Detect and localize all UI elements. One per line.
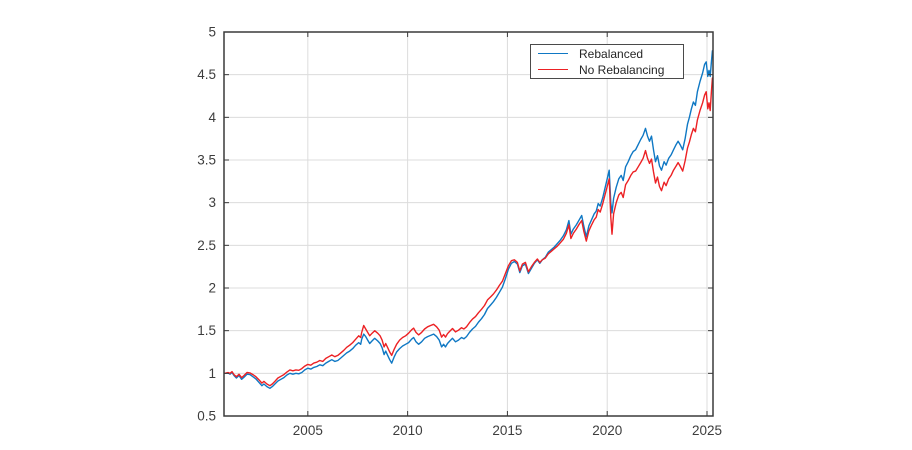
legend-label-no-rebalancing: No Rebalancing [579,62,665,77]
legend: Rebalanced No Rebalancing [530,44,684,79]
x-axis-tick-labels: 2005 2010 2015 2020 2025 [293,423,722,438]
legend-item-no-rebalancing: No Rebalancing [531,62,683,78]
x-tick-label: 2025 [692,423,722,438]
y-tick-label: 1.5 [197,323,216,338]
data-series [224,50,714,389]
y-tick-label: 4 [208,110,216,125]
legend-line-sample-no-rebalancing [538,69,568,70]
x-tick-label: 2015 [492,423,522,438]
x-tick-label: 2010 [393,423,423,438]
y-tick-label: 0.5 [197,409,216,424]
legend-line-sample-rebalanced [538,53,568,54]
gridlines [224,31,713,417]
legend-label-rebalanced: Rebalanced [579,46,644,61]
legend-item-rebalanced: Rebalanced [531,46,683,62]
tick-marks [224,31,713,417]
series-line-rebalanced [224,50,714,389]
y-tick-label: 2.5 [197,238,216,253]
y-tick-label: 1 [208,366,216,381]
x-tick-label: 2005 [293,423,323,438]
y-tick-label: 5 [208,25,216,40]
y-tick-label: 3 [208,195,216,210]
y-tick-label: 3.5 [197,153,216,168]
plot-border [223,31,714,417]
y-tick-label: 2 [208,281,216,296]
y-axis-tick-labels: 0.5 1 1.5 2 2.5 3 3.5 4 4.5 5 [197,25,216,424]
series-line-no-rebalancing [224,77,714,387]
axes-box [223,31,714,417]
x-tick-label: 2020 [592,423,622,438]
y-tick-label: 4.5 [197,67,216,82]
